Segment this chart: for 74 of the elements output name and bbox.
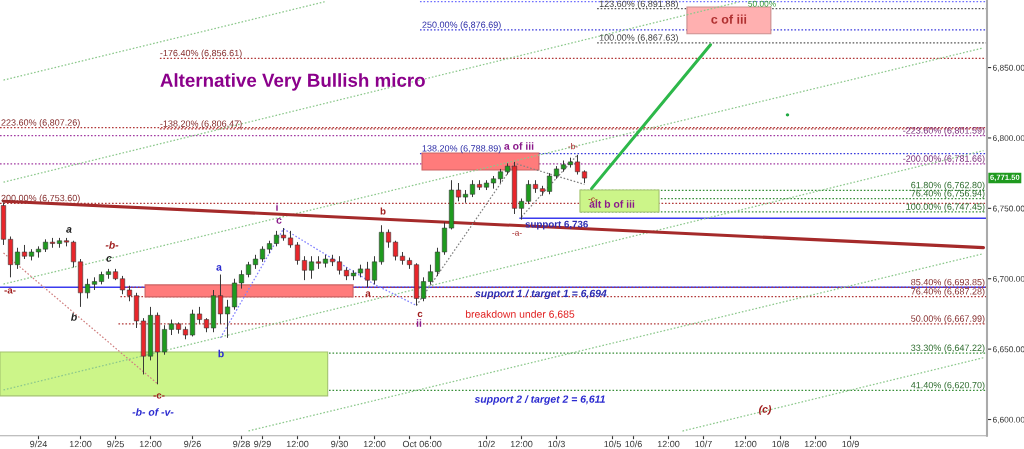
x-tick-label: 12:00 (734, 440, 757, 448)
annotation: c (417, 311, 423, 318)
annotation: (c) (759, 405, 772, 415)
annotation: i (276, 203, 278, 211)
ref-line-label: 76.40% (6,687.28) (911, 287, 985, 297)
x-tick-label: 12:00 (363, 440, 386, 448)
ref-line-label: -200.00% (6,781.66) (903, 155, 985, 164)
annotation: c (276, 218, 282, 224)
ref-line-label: 138.20% (6,788.89) (422, 144, 501, 154)
ref-line-label: 200.00% (6,753.60) (1, 194, 80, 203)
y-tick-label: 6,650.00 (992, 346, 1024, 354)
text: Alternative Very Bullish micro (160, 73, 425, 91)
x-tick-label: 12:00 (510, 440, 533, 448)
ref-line-label: 123.60% (6,891.88) (599, 0, 678, 9)
annotation: breakdown under 6,685 (465, 310, 575, 320)
ref-line-label: 100.00% (6,867.63) (599, 34, 678, 43)
x-tick-label: 10/3 (548, 440, 565, 448)
band-label: c of iii (711, 14, 747, 24)
ref-line-label: 85.40% (6,693.85) (911, 278, 985, 288)
x-tick-label: 9/29 (254, 440, 271, 448)
x-tick-label: 9/28 (233, 440, 250, 448)
ref-line-label: 223.60% (6,807.26) (1, 119, 80, 128)
x-tick-label: 10/5 (604, 440, 621, 448)
ref-line-label: 250.00% (6,876.69) (422, 21, 501, 30)
x-tick-label: 12:00 (657, 440, 680, 448)
ref-line-label: 33.30% (6,647.22) (911, 344, 985, 353)
x-tick-label: 06:00 (419, 440, 442, 448)
annotation: b (71, 313, 77, 321)
annotation: -c- (153, 393, 165, 399)
y-tick-label: 6,800.00 (992, 135, 1024, 143)
annotation: -c- (588, 197, 598, 202)
annotation: a (216, 265, 222, 271)
annotation: b (380, 207, 386, 215)
annotation: alt b of iii (589, 200, 635, 208)
x-tick-label: 10/8 (772, 440, 789, 448)
ref-line-label: 100.00% (6,747.45) (906, 203, 985, 212)
x-tick-label: 9/24 (30, 440, 48, 448)
x-tick-label: 10/7 (695, 440, 712, 448)
x-tick-label: 12:00 (69, 440, 92, 448)
x-tick-label: 9/25 (107, 440, 124, 448)
annotation: a (66, 227, 72, 233)
annotation: -a- (512, 231, 522, 236)
ref-line-label: 76.40% (6,756.94) (911, 189, 985, 199)
annotation: -b- of -v- (132, 408, 174, 416)
ref-line-label: support 1 / target 1 = 6,694 (475, 289, 607, 300)
x-tick-label: 12:00 (804, 440, 827, 448)
ref-line-label: -223.60% (6,801.59) (903, 127, 985, 136)
ref-line-label: 61.80% (6,762.80) (911, 181, 985, 191)
y-tick-label: 6,850.00 (992, 64, 1024, 72)
y-tick-label: 6,700.00 (992, 275, 1024, 283)
annotation: 50.00% (748, 0, 776, 7)
ref-line-label: 50.00% (6,667.99) (911, 315, 985, 324)
x-tick-label: 12:00 (139, 440, 162, 448)
annotation: support 2 / target 2 = 6,611 (474, 395, 605, 405)
annotation: -b- (568, 143, 578, 150)
ref-line-label: -138.20% (6,806.47) (160, 120, 242, 129)
ref-line-label: -176.40% (6,856.61) (160, 49, 242, 58)
x-tick-label: 9/30 (331, 440, 348, 448)
x-tick-label: 10/9 (842, 440, 859, 448)
annotation: -b- (105, 241, 119, 249)
x-tick-label: 9/26 (184, 440, 201, 448)
y-tick-label: 6,600.00 (992, 416, 1024, 424)
annotation: -a- (4, 288, 16, 294)
x-tick-label: 10/2 (478, 440, 495, 448)
annotation: ii (416, 319, 422, 327)
x-tick-label: Oct (402, 440, 417, 448)
annotation: c (106, 256, 112, 262)
x-tick-label: 12:00 (286, 440, 309, 448)
y-tick-label: 6,750.00 (992, 205, 1024, 213)
annotation: a of iii (504, 142, 534, 150)
ref-line-label: 41.40% (6,620.70) (910, 381, 985, 391)
annotation: b (218, 349, 224, 358)
annotation: a (365, 291, 371, 297)
x-tick-label: 10/6 (625, 440, 642, 448)
